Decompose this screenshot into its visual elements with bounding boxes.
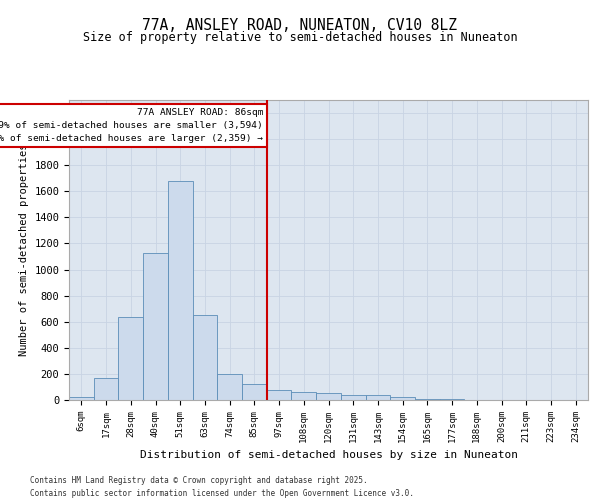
Text: 77A, ANSLEY ROAD, NUNEATON, CV10 8LZ: 77A, ANSLEY ROAD, NUNEATON, CV10 8LZ	[143, 18, 458, 32]
X-axis label: Distribution of semi-detached houses by size in Nuneaton: Distribution of semi-detached houses by …	[139, 450, 517, 460]
Bar	[292, 392, 316, 400]
Bar	[193, 315, 217, 400]
Bar	[143, 252, 168, 400]
Bar	[242, 384, 267, 400]
Bar	[267, 390, 292, 400]
Bar	[118, 316, 143, 400]
Bar	[168, 181, 193, 400]
Bar	[69, 396, 94, 400]
Bar	[365, 396, 390, 400]
Bar	[341, 395, 365, 400]
Bar	[316, 393, 341, 400]
Bar	[415, 398, 440, 400]
Bar	[94, 378, 118, 400]
Bar	[390, 396, 415, 400]
Text: 77A ANSLEY ROAD: 86sqm
← 59% of semi-detached houses are smaller (3,594)
39% of : 77A ANSLEY ROAD: 86sqm ← 59% of semi-det…	[0, 108, 263, 143]
Text: Size of property relative to semi-detached houses in Nuneaton: Size of property relative to semi-detach…	[83, 31, 517, 44]
Bar	[217, 374, 242, 400]
Y-axis label: Number of semi-detached properties: Number of semi-detached properties	[19, 144, 29, 356]
Text: Contains HM Land Registry data © Crown copyright and database right 2025.
Contai: Contains HM Land Registry data © Crown c…	[30, 476, 414, 498]
